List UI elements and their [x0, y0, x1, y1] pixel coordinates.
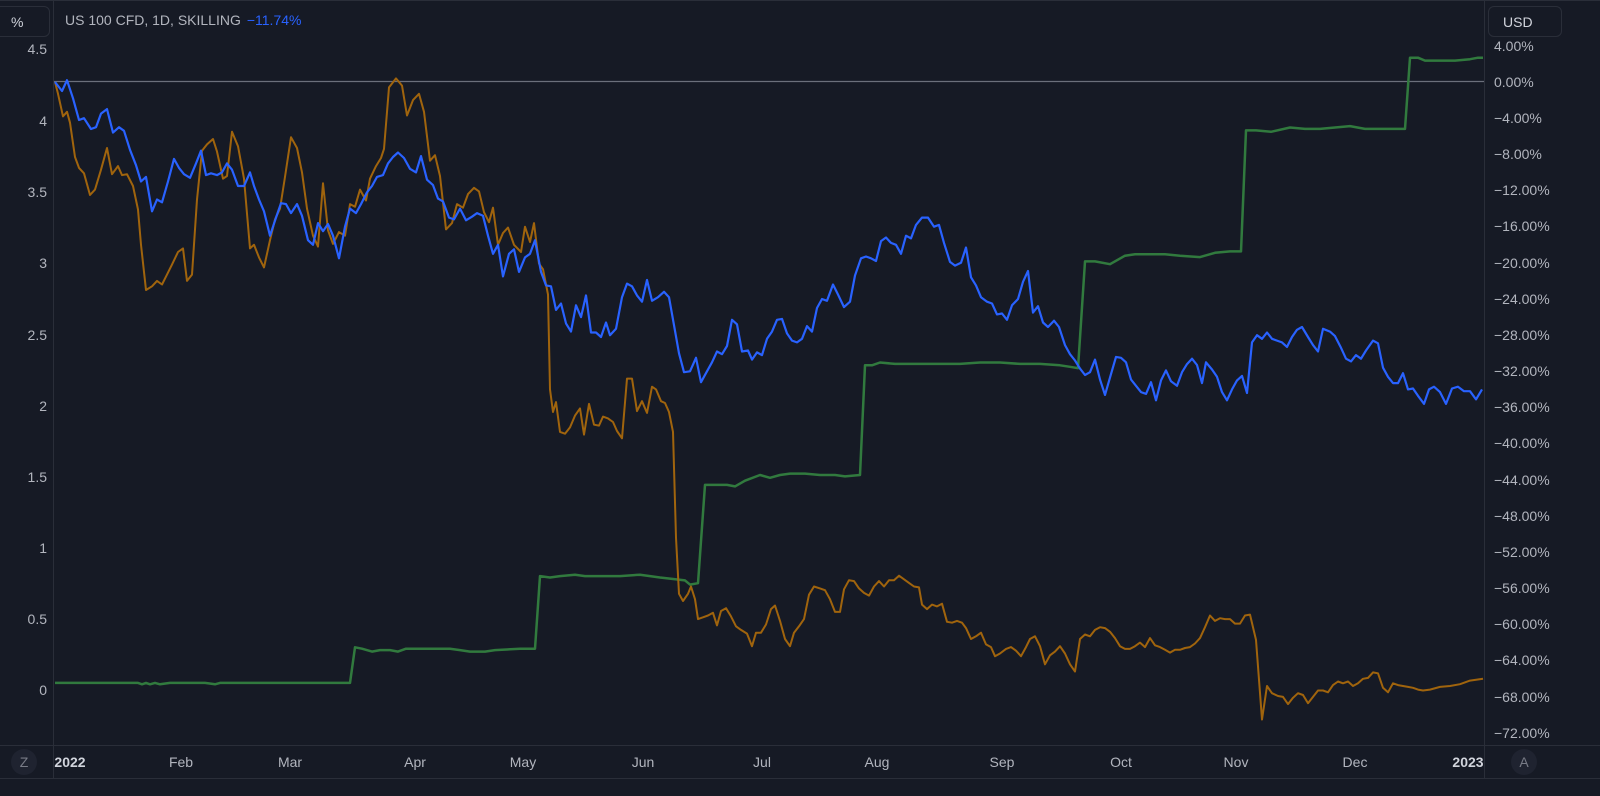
time-axis-label: Nov [1223, 754, 1249, 770]
right-axis-tick-label: 4.00% [1494, 38, 1534, 54]
right-axis-tick-label: −16.00% [1494, 218, 1550, 234]
time-axis-label: 2022 [54, 754, 86, 770]
time-axis-label: Dec [1342, 754, 1368, 770]
right-axis-tick-label: −44.00% [1494, 472, 1550, 488]
time-axis-label: Aug [864, 754, 890, 770]
right-axis-tick-label: −12.00% [1494, 182, 1550, 198]
right-axis-tick-label: −72.00% [1494, 725, 1550, 741]
right-unit-label: USD [1503, 13, 1533, 30]
time-axis-label: Feb [168, 754, 194, 770]
left-scale-unit-button[interactable]: % [0, 6, 50, 37]
time-axis-label: Mar [277, 754, 303, 770]
auto-scale-button[interactable]: A [1511, 749, 1537, 775]
time-axis-label: Jun [631, 754, 655, 770]
left-axis-tick-label: 0 [39, 682, 47, 698]
right-axis-tick-label: −52.00% [1494, 544, 1550, 560]
left-axis-tick-label: 1.5 [27, 469, 47, 485]
z-label: Z [19, 754, 29, 770]
left-axis-tick-label: 3.5 [27, 184, 47, 200]
a-label: A [1519, 754, 1529, 770]
time-axis-label: Sep [989, 754, 1015, 770]
right-axis-tick-label: −60.00% [1494, 616, 1550, 632]
right-axis-tick-label: −36.00% [1494, 399, 1550, 415]
left-axis-tick-label: 3 [39, 255, 47, 271]
left-axis-tick-label: 1 [39, 540, 47, 556]
right-axis-tick-label: −24.00% [1494, 291, 1550, 307]
time-axis-label: Apr [404, 754, 426, 770]
zoom-reset-button[interactable]: Z [11, 749, 37, 775]
left-axis-tick-label: 0.5 [27, 611, 47, 627]
comparison-series-line [54, 77, 1484, 721]
right-axis-tick-label: −4.00% [1494, 110, 1542, 126]
left-axis-tick-label: 4 [39, 113, 47, 129]
time-axis-label: May [509, 754, 537, 770]
right-axis-tick-label: −40.00% [1494, 435, 1550, 451]
right-axis-tick-label: 0.00% [1494, 74, 1534, 90]
right-axis-tick-label: −8.00% [1494, 146, 1542, 162]
right-axis-tick-label: −28.00% [1494, 327, 1550, 343]
time-axis-label: Oct [1110, 754, 1132, 770]
us100-series-line [54, 79, 1483, 405]
right-axis-tick-label: −68.00% [1494, 689, 1550, 705]
right-axis-tick-label: −48.00% [1494, 508, 1550, 524]
legend-change-value: −11.74% [246, 12, 302, 28]
right-axis-tick-label: −32.00% [1494, 363, 1550, 379]
legend-symbol: US 100 CFD, 1D, SKILLING [65, 12, 241, 28]
left-unit-label: % [11, 13, 24, 30]
left-axis-tick-label: 2 [39, 398, 47, 414]
right-axis-tick-label: −64.00% [1494, 652, 1550, 668]
time-axis-label: Jul [753, 754, 771, 770]
left-axis-tick-label: 2.5 [27, 327, 47, 343]
currency-unit-button[interactable]: USD [1488, 6, 1562, 37]
rate-series-line [55, 56, 1483, 686]
series-legend[interactable]: US 100 CFD, 1D, SKILLING −11.74% [65, 12, 301, 28]
right-axis-tick-label: −56.00% [1494, 580, 1550, 596]
right-axis-tick-label: −20.00% [1494, 255, 1550, 271]
left-axis-tick-label: 4.5 [27, 41, 47, 57]
time-axis-label: 2023 [1452, 754, 1484, 770]
